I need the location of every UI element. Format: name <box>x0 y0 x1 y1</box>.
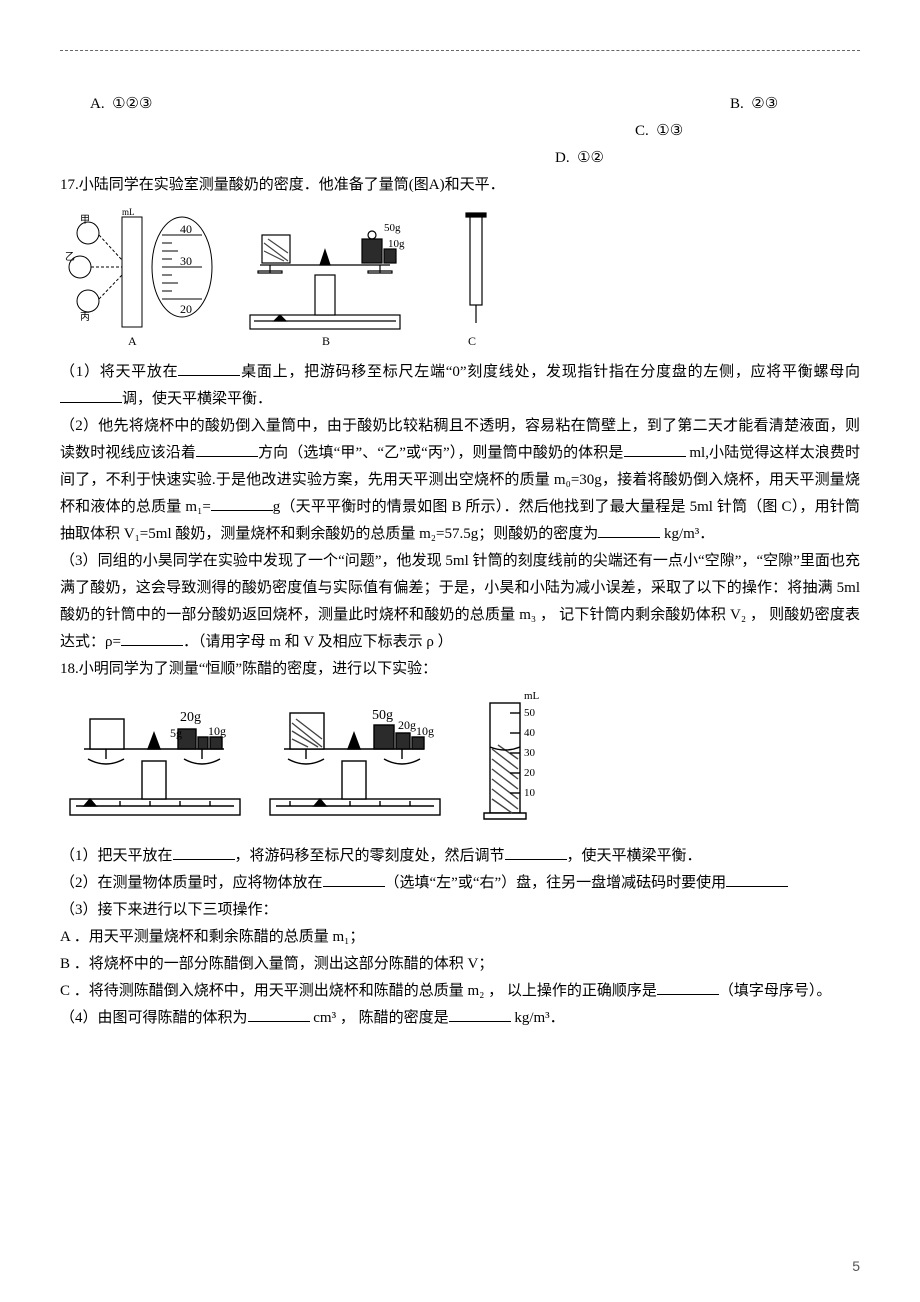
option-a: A. ①②③ <box>90 91 730 118</box>
q18-p4c: kg/m³． <box>511 1010 565 1026</box>
rw-10g: 10g <box>416 724 434 738</box>
blank <box>726 871 788 887</box>
q17-p1a: （1）将天平放在 <box>60 364 178 380</box>
lw-10g: 10g <box>208 724 226 738</box>
option-a-text: ①②③ <box>112 96 152 112</box>
blank <box>173 844 235 860</box>
blank <box>196 441 258 457</box>
q18-intro: 18.小明同学为了测量“恒顺”陈醋的密度，进行以下实验： <box>60 656 860 683</box>
blank <box>624 441 686 457</box>
q17-p2: （2）他先将烧杯中的酸奶倒入量筒中，由于酸奶比较粘稠且不透明，容易粘在筒壁上，到… <box>60 413 860 548</box>
tick-30: 30 <box>524 747 536 759</box>
fig-c-label: C <box>468 334 476 348</box>
fig-b-label: B <box>322 334 330 348</box>
q18-figure: 20g 5g 10g <box>60 689 860 839</box>
tick-40: 40 <box>524 727 536 739</box>
q17-p3b: ．（请用字母 m 和 V 及相应下标表示 ρ ） <box>183 634 453 650</box>
q17-p3: （3）同组的小昊同学在实验中发现了一个“问题”，他发现 5ml 针筒的刻度线前的… <box>60 548 860 656</box>
option-c-text: ①③ <box>656 123 683 139</box>
q17-p1: （1）将天平放在 桌面上，把游码移至标尺左端“0”刻度线处，发现指针指在分度盘的左… <box>60 359 860 413</box>
blank <box>657 979 719 995</box>
option-d-text: ①② <box>577 150 604 166</box>
zoom-20: 20 <box>180 302 192 316</box>
q18-p4: （4）由图可得陈醋的体积为 cm³ ， 陈醋的密度是 kg/m³． <box>60 1005 860 1032</box>
q17-p1c: 调，使天平横梁平衡． <box>122 391 272 407</box>
q18-p4a: （4）由图可得陈醋的体积为 <box>60 1010 248 1026</box>
q17-p2b: 方向（选填“甲”、“乙”或“丙”），则量筒中酸奶的体积是 <box>258 445 624 461</box>
tick-10: 10 <box>524 787 536 799</box>
cyl-unit: mL <box>122 207 135 217</box>
blank <box>449 1006 511 1022</box>
q17-figure: 甲 乙 丙 mL 40 30 20 <box>60 205 860 355</box>
q18-stepB: B ．将烧杯中的一部分陈醋倒入量筒，测出这部分陈醋的体积 V； <box>60 951 860 978</box>
option-d: D. ①② <box>555 145 860 172</box>
option-b: B. ②③ <box>730 91 778 118</box>
eye-label-1: 甲 <box>80 215 90 226</box>
zoom-30: 30 <box>180 254 192 268</box>
q17-p2e: kg/m³． <box>660 526 714 542</box>
lw-20g: 20g <box>180 710 201 725</box>
top-rule <box>60 50 860 51</box>
q18-p3: （3）接下来进行以下三项操作： <box>60 897 860 924</box>
cyl-ml: mL <box>524 690 540 702</box>
page-number: 5 <box>852 1258 860 1274</box>
option-c: C. ①③ <box>635 118 860 145</box>
option-b-text: ②③ <box>751 96 778 112</box>
zoom-40: 40 <box>180 222 192 236</box>
q18-p2b: （选填“左”或“右”）盘，往另一盘增减砝码时要使用 <box>385 875 727 891</box>
blank <box>505 844 567 860</box>
lw-5g: 5g <box>170 726 182 740</box>
q18-p1a: （1）把天平放在 <box>60 848 173 864</box>
tick-50: 50 <box>524 707 536 719</box>
blank <box>598 522 660 538</box>
q18-stepC-b: （填字母序号）。 <box>719 983 832 999</box>
q18-p1b: ，将游码移至标尺的零刻度处，然后调节 <box>235 848 505 864</box>
q17-p1b: 桌面上，把游码移至标尺左端“0”刻度线处，发现指针指在分度盘的左侧，应将平衡螺母… <box>240 364 860 380</box>
blank <box>178 360 240 376</box>
blank <box>323 871 385 887</box>
weight-10g: 10g <box>388 238 405 250</box>
rw-50g: 50g <box>372 708 393 723</box>
q18-p1: （1）把天平放在 ，将游码移至标尺的零刻度处，然后调节 ，使天平横梁平衡． <box>60 843 860 870</box>
blank <box>248 1006 310 1022</box>
eye-label-3: 丙 <box>80 312 90 323</box>
rw-20g: 20g <box>398 718 416 732</box>
q17-intro: 17.小陆同学在实验室测量酸奶的密度．他准备了量筒(图A)和天平． <box>60 172 860 199</box>
q18-p1c: ，使天平横梁平衡． <box>567 848 702 864</box>
q18-stepC: C ．将待测陈醋倒入烧杯中，用天平测出烧杯和陈醋的总质量 m₂ ， 以上操作的正… <box>60 978 860 1005</box>
eye-label-2: 乙 <box>65 251 75 263</box>
tick-20: 20 <box>524 767 536 779</box>
blank <box>211 495 273 511</box>
blank <box>60 387 122 403</box>
q18-stepA: A ．用天平测量烧杯和剩余陈醋的总质量 m₁； <box>60 924 860 951</box>
q18-stepC-a: C ．将待测陈醋倒入烧杯中，用天平测出烧杯和陈醋的总质量 m₂ ， 以上操作的正… <box>60 983 657 999</box>
blank <box>121 630 183 646</box>
fig-a-label: A <box>128 334 137 348</box>
q18-p2: （2）在测量物体质量时，应将物体放在 （选填“左”或“右”）盘，往另一盘增减砝码时… <box>60 870 860 897</box>
q18-p4b: cm³ ， 陈醋的密度是 <box>310 1010 449 1026</box>
q18-p2a: （2）在测量物体质量时，应将物体放在 <box>60 875 323 891</box>
weight-50g: 50g <box>384 222 401 234</box>
